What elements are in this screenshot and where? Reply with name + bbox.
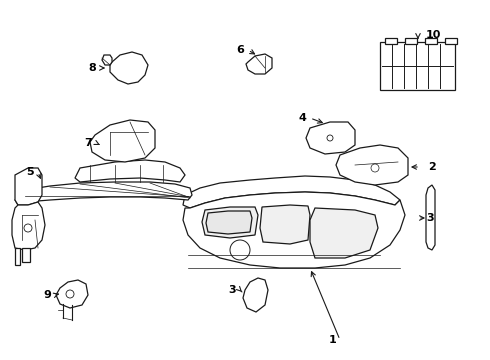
Polygon shape — [15, 168, 42, 205]
Polygon shape — [306, 122, 355, 154]
Polygon shape — [385, 38, 397, 44]
Polygon shape — [310, 208, 378, 258]
Polygon shape — [90, 120, 155, 162]
Polygon shape — [183, 192, 405, 268]
Polygon shape — [183, 176, 400, 208]
Text: 5: 5 — [26, 167, 34, 177]
Polygon shape — [243, 278, 268, 312]
Polygon shape — [405, 38, 417, 44]
Polygon shape — [15, 248, 20, 265]
Polygon shape — [260, 205, 310, 244]
Polygon shape — [56, 280, 88, 308]
Polygon shape — [75, 160, 185, 182]
Polygon shape — [202, 207, 258, 238]
Text: 7: 7 — [84, 138, 92, 148]
Polygon shape — [426, 185, 435, 250]
Text: 4: 4 — [298, 113, 306, 123]
Polygon shape — [102, 55, 112, 65]
Polygon shape — [246, 54, 272, 74]
Text: 8: 8 — [88, 63, 96, 73]
Text: 2: 2 — [428, 162, 436, 172]
Polygon shape — [380, 42, 455, 90]
Text: 3: 3 — [426, 213, 434, 223]
Polygon shape — [206, 211, 252, 234]
Text: 10: 10 — [426, 30, 441, 40]
Text: 3: 3 — [228, 285, 236, 295]
Text: 1: 1 — [328, 335, 336, 345]
Polygon shape — [336, 145, 408, 185]
Polygon shape — [22, 248, 30, 262]
Text: 9: 9 — [43, 290, 51, 300]
Text: 6: 6 — [236, 45, 244, 55]
Polygon shape — [12, 202, 45, 250]
Polygon shape — [425, 38, 437, 44]
Polygon shape — [110, 52, 148, 84]
Polygon shape — [445, 38, 457, 44]
Polygon shape — [15, 182, 192, 205]
